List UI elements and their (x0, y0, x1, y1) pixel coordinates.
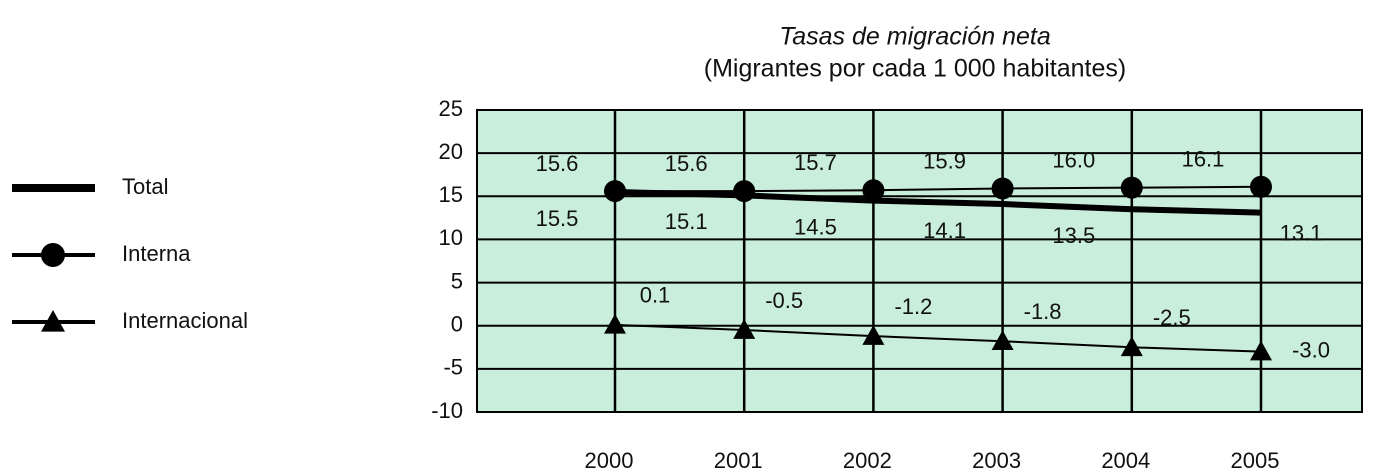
data-point (604, 313, 626, 334)
value-label: -1.2 (894, 294, 932, 319)
plot-area (476, 109, 1363, 413)
legend-marker (41, 243, 65, 267)
value-label: 15.9 (923, 148, 966, 173)
data-point (1120, 176, 1143, 199)
data-point (604, 180, 626, 203)
x-tick-label: 2003 (972, 448, 1021, 472)
value-label: 0.1 (640, 283, 671, 308)
y-tick-label: -5 (443, 355, 463, 380)
value-label: 16.1 (1182, 147, 1225, 172)
value-label: 13.5 (1052, 223, 1095, 248)
value-label: 16.0 (1052, 147, 1095, 172)
legend-label: Total (122, 174, 168, 199)
value-label: 15.5 (536, 206, 579, 231)
data-point (1250, 340, 1272, 361)
series-line (614, 188, 1262, 216)
y-tick-label: 0 (451, 312, 463, 337)
series-line (614, 323, 1262, 353)
y-tick-label: 25 (439, 96, 463, 121)
legend-label: Internacional (122, 308, 248, 333)
value-label: -0.5 (765, 288, 803, 313)
y-tick-label: -10 (431, 398, 463, 423)
legend-marker (41, 310, 65, 332)
chart-subtitle: (Migrantes por cada 1 000 habitantes) (704, 55, 1126, 83)
value-label: 13.1 (1280, 220, 1323, 245)
y-tick-label: 10 (439, 225, 463, 250)
y-tick-label: 20 (439, 139, 463, 164)
x-tick-label: 2001 (714, 448, 763, 472)
data-point (733, 180, 756, 203)
chart-title: Tasas de migración neta (779, 23, 1051, 51)
value-label: -1.8 (1024, 299, 1062, 324)
legend-label: Interna (122, 241, 191, 266)
value-label: -3.0 (1292, 337, 1330, 362)
value-label: 15.6 (536, 151, 579, 176)
data-point (991, 330, 1014, 351)
x-tick-label: 2002 (843, 448, 892, 472)
x-tick-label: 2004 (1101, 448, 1150, 472)
value-label: -2.5 (1153, 305, 1191, 330)
value-label: 14.5 (794, 214, 837, 239)
data-point (1120, 336, 1143, 357)
x-tick-label: 2005 (1231, 448, 1280, 472)
value-label: 15.1 (665, 209, 708, 234)
value-label: 15.7 (794, 150, 837, 175)
data-point (1250, 175, 1272, 198)
y-tick-label: 15 (439, 182, 463, 207)
data-point (862, 179, 885, 202)
value-label: 14.1 (923, 218, 966, 243)
data-point (991, 177, 1014, 200)
data-point (862, 325, 885, 345)
y-tick-label: 5 (451, 268, 463, 293)
x-tick-label: 2000 (585, 448, 634, 472)
data-point (733, 319, 756, 339)
series-line (615, 185, 1262, 193)
value-label: 15.6 (665, 151, 708, 176)
